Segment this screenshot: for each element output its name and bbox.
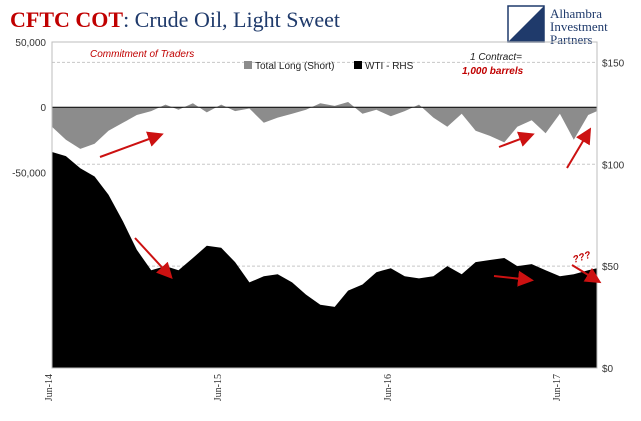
positions-area	[52, 102, 597, 149]
left-axis-tick-label: 0	[40, 103, 46, 114]
x-axis-tick-label: Jun-15	[213, 374, 224, 401]
title-rest: : Crude Oil, Light Sweet	[123, 7, 340, 32]
x-axis-tick-label: Jun-16	[383, 374, 394, 401]
arrow-icon-positions-end	[566, 127, 592, 169]
left-axis-tick-label: -50,000	[12, 168, 46, 179]
arrow-icon-wti-2017	[493, 270, 534, 287]
question-marks-annotation: ???	[572, 250, 593, 266]
title-cot: CFTC COT	[10, 7, 123, 32]
arrow-icon-positions-2017	[498, 131, 535, 148]
left-axis-tick-label: 50,000	[15, 38, 46, 49]
logo-line-3: Partners	[550, 32, 593, 47]
right-axis-tick-label: $50	[602, 262, 619, 273]
grid-lines	[52, 61, 597, 267]
x-axis: Jun-14 Jun-15 Jun-16 Jun-17	[44, 374, 563, 401]
logo-triangle-icon	[508, 6, 544, 42]
legend-label-positions: Total Long (Short)	[255, 61, 335, 72]
company-logo: Alhambra Investment Partners	[507, 5, 608, 47]
arrow-icon-wti-down	[134, 237, 173, 279]
logo-line-2: Investment	[550, 19, 608, 34]
arrow-icon-positions-up	[99, 131, 164, 158]
wti-area	[52, 152, 597, 368]
contract-note-line-2: 1,000 barrels	[462, 66, 524, 77]
arrow-icon-wti-end	[571, 264, 602, 284]
positions-series-area	[52, 102, 597, 149]
right-axis: $0 $50 $100 $150	[602, 58, 625, 375]
x-axis-tick-label: Jun-17	[552, 374, 563, 401]
logo-line-1: Alhambra	[550, 6, 602, 21]
annotation-arrows	[99, 127, 602, 287]
legend-label-wti: WTI - RHS	[365, 61, 414, 72]
plot-frame	[51, 41, 598, 369]
right-axis-tick-label: $100	[602, 160, 625, 171]
right-axis-tick-label: $0	[602, 364, 614, 375]
legend-swatch-wti	[354, 61, 362, 69]
wti-series-area	[52, 152, 597, 368]
right-axis-tick-label: $150	[602, 58, 625, 69]
legend-swatch-positions	[244, 61, 252, 69]
chart-title: CFTC COT: Crude Oil, Light Sweet	[10, 7, 340, 32]
x-axis-tick-label: Jun-14	[44, 374, 55, 401]
contract-note-line-1: 1 Contract=	[470, 52, 522, 63]
subtitle-commitment-of-traders: Commitment of Traders	[90, 49, 194, 60]
legend: Total Long (Short) WTI - RHS	[244, 61, 414, 72]
left-axis: 50,000 0 -50,000	[12, 38, 46, 179]
